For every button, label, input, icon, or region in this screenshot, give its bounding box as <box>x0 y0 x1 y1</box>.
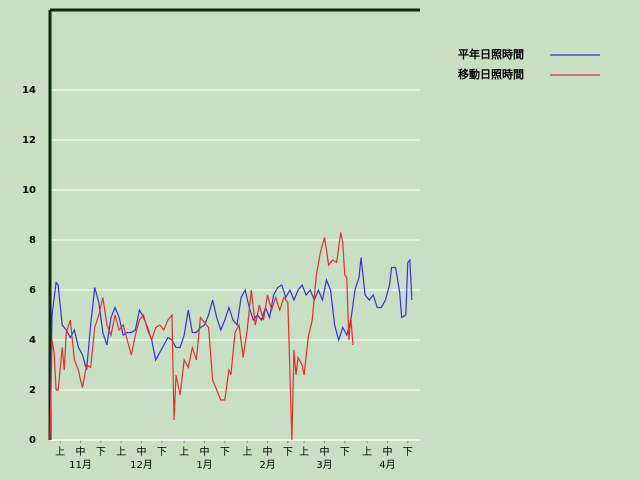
y-tick-label: 14 <box>22 85 36 96</box>
y-tick-label: 12 <box>22 135 36 146</box>
x-tick-label: 下 <box>157 447 167 458</box>
series-line <box>49 232 354 441</box>
y-tick-label: 6 <box>29 285 36 296</box>
x-tick-label: 上 <box>55 446 65 458</box>
x-tick-label: 上 <box>362 446 372 458</box>
month-label: 11月 <box>69 459 92 471</box>
plot-area <box>50 10 420 440</box>
month-label: 3月 <box>316 459 332 471</box>
x-tick-label: 上 <box>179 446 189 458</box>
x-tick-label: 中 <box>136 445 146 458</box>
x-tick-label: 下 <box>283 447 293 458</box>
x-tick-label: 下 <box>340 447 350 458</box>
month-label: 12月 <box>130 459 153 471</box>
month-label: 2月 <box>259 459 275 471</box>
x-tick-label: 中 <box>75 445 85 458</box>
legend-text: 移動日照時間 <box>458 67 524 81</box>
y-tick-label: 2 <box>29 385 36 396</box>
y-tick-label: 0 <box>29 435 36 446</box>
x-tick-label: 下 <box>220 447 230 458</box>
x-tick-label: 中 <box>319 445 329 458</box>
x-tick-label: 上 <box>299 446 309 458</box>
x-tick-label: 下 <box>96 447 106 458</box>
x-tick-label: 中 <box>382 445 392 458</box>
x-tick-label: 下 <box>403 447 413 458</box>
y-tick-label: 4 <box>29 335 36 346</box>
month-label: 4月 <box>379 459 395 471</box>
x-tick-label: 上 <box>116 446 126 458</box>
month-label: 1月 <box>196 459 212 471</box>
y-tick-label: 10 <box>22 185 36 196</box>
x-tick-label: 上 <box>242 446 252 458</box>
x-tick-label: 中 <box>263 445 273 458</box>
y-tick-label: 8 <box>29 235 36 246</box>
legend-text: 平年日照時間 <box>458 47 524 61</box>
x-tick-label: 中 <box>200 445 210 458</box>
